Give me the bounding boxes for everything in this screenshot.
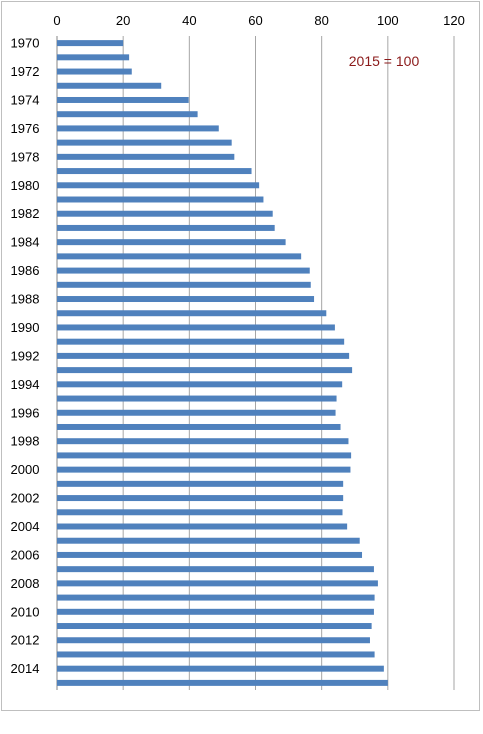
y-tick-label-1994: 1994 xyxy=(11,377,40,392)
y-tick-label-2004: 2004 xyxy=(11,519,40,534)
bar-1993 xyxy=(57,367,353,374)
y-tick-label-2012: 2012 xyxy=(11,633,40,648)
bar-1977 xyxy=(57,139,232,146)
y-tick-label-1970: 1970 xyxy=(11,36,40,51)
bar-2003 xyxy=(57,509,343,516)
bar-1997 xyxy=(57,423,341,430)
bar-1998 xyxy=(57,438,349,445)
bar-1974 xyxy=(57,96,189,103)
y-tick-label-2010: 2010 xyxy=(11,604,40,619)
y-tick-label-1986: 1986 xyxy=(11,263,40,278)
bar-2011 xyxy=(57,623,372,630)
bar-1995 xyxy=(57,395,337,402)
bar-2013 xyxy=(57,651,375,658)
bar-1976 xyxy=(57,125,219,132)
bar-1996 xyxy=(57,409,336,416)
bar-2014 xyxy=(57,665,384,672)
chart-frame: 0 20 40 60 80 100 120 1970 1972 1974 1976 1978 1980… xyxy=(1,1,480,711)
bar-1987 xyxy=(57,281,311,288)
bar-1994 xyxy=(57,381,343,388)
x-tick-label-120: 120 xyxy=(443,13,465,28)
y-tick-label-1982: 1982 xyxy=(11,206,40,221)
x-tick-labels: 0 20 40 60 80 100 120 xyxy=(53,13,464,28)
bar-1983 xyxy=(57,224,275,231)
y-tick-label-1980: 1980 xyxy=(11,178,40,193)
y-tick-label-1996: 1996 xyxy=(11,405,40,420)
bar-1990 xyxy=(57,324,335,331)
x-tick-label-40: 40 xyxy=(182,13,196,28)
bar-2012 xyxy=(57,637,370,644)
bar-1991 xyxy=(57,338,345,345)
bar-1982 xyxy=(57,210,273,217)
x-tick-label-60: 60 xyxy=(248,13,262,28)
bar-2000 xyxy=(57,466,351,473)
bars xyxy=(57,40,388,686)
bar-1980 xyxy=(57,182,260,189)
bar-2010 xyxy=(57,608,374,615)
y-tick-label-2000: 2000 xyxy=(11,462,40,477)
base-year-annotation: 2015 = 100 xyxy=(349,53,420,69)
y-tick-label-1976: 1976 xyxy=(11,121,40,136)
y-tick-label-1974: 1974 xyxy=(11,92,40,107)
bar-1973 xyxy=(57,82,162,89)
bar-1979 xyxy=(57,168,252,175)
y-tick-label-2008: 2008 xyxy=(11,576,40,591)
bar-1999 xyxy=(57,452,352,459)
gridlines xyxy=(56,36,455,690)
bar-1970 xyxy=(57,40,124,47)
y-tick-labels: 1970 1972 1974 1976 1978 1980 1982 1984 1986 1988… xyxy=(11,36,40,677)
y-tick-label-1990: 1990 xyxy=(11,320,40,335)
bar-1988 xyxy=(57,296,315,303)
bar-2015 xyxy=(57,679,388,686)
y-tick-label-1978: 1978 xyxy=(11,149,40,164)
bar-1978 xyxy=(57,153,235,160)
bar-chart: 0 20 40 60 80 100 120 1970 1972 1974 1976 1978 1980… xyxy=(11,13,465,690)
bar-2006 xyxy=(57,551,363,558)
bar-2009 xyxy=(57,594,375,601)
y-tick-label-2014: 2014 xyxy=(11,661,40,676)
y-tick-label-1998: 1998 xyxy=(11,434,40,449)
bar-2007 xyxy=(57,566,374,573)
y-tick-label-2002: 2002 xyxy=(11,491,40,506)
bar-1972 xyxy=(57,68,132,75)
bar-1992 xyxy=(57,352,350,359)
bar-1971 xyxy=(57,54,130,61)
bar-2005 xyxy=(57,537,360,544)
x-tick-label-80: 80 xyxy=(314,13,328,28)
y-tick-label-1984: 1984 xyxy=(11,235,40,250)
bar-1986 xyxy=(57,267,310,274)
x-tick-label-100: 100 xyxy=(377,13,399,28)
bar-1989 xyxy=(57,310,327,317)
bar-1981 xyxy=(57,196,264,203)
bar-2002 xyxy=(57,495,344,502)
y-tick-label-2006: 2006 xyxy=(11,547,40,562)
x-tick-label-20: 20 xyxy=(116,13,130,28)
y-tick-label-1988: 1988 xyxy=(11,292,40,307)
y-tick-label-1992: 1992 xyxy=(11,348,40,363)
bar-2001 xyxy=(57,480,344,487)
bar-1985 xyxy=(57,253,302,260)
y-tick-label-1972: 1972 xyxy=(11,64,40,79)
bar-2004 xyxy=(57,523,348,530)
x-tick-label-0: 0 xyxy=(53,13,60,28)
bar-2008 xyxy=(57,580,378,587)
bar-1984 xyxy=(57,239,286,246)
bar-1975 xyxy=(57,111,198,118)
